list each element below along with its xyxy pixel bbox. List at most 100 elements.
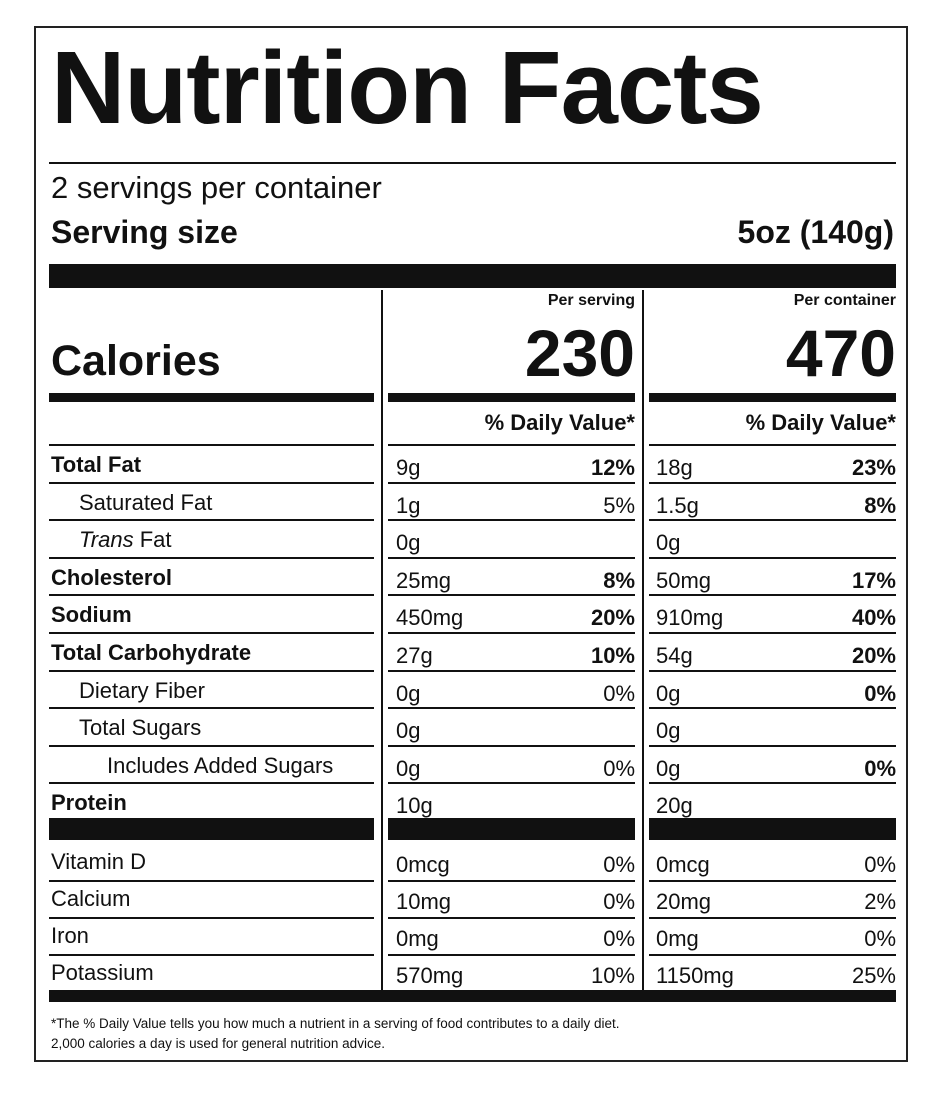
calories-bar-right bbox=[649, 393, 896, 402]
row-divider-right bbox=[649, 707, 896, 710]
serving-dv: 10% bbox=[590, 643, 635, 668]
vitamin-serving-dv: 0% bbox=[603, 852, 635, 877]
row-divider-left bbox=[49, 444, 374, 446]
row-divider-mid bbox=[388, 632, 635, 634]
vit-divider-mid bbox=[388, 917, 635, 919]
row-divider-right bbox=[649, 481, 896, 484]
column-divider-2 bbox=[642, 290, 644, 1002]
container-dv: 17% bbox=[851, 567, 896, 593]
nutrient-name: Dietary Fiber bbox=[79, 677, 205, 703]
row-divider-mid bbox=[388, 782, 635, 785]
nutrient-name: Total Carbohydrate bbox=[51, 640, 252, 665]
footnote-line-1: *The % Daily Value tells you how much a … bbox=[51, 1016, 620, 1031]
nutrient-name: Saturated Fat bbox=[79, 489, 213, 515]
row-divider-mid bbox=[388, 594, 635, 597]
vit-divider-left bbox=[49, 917, 374, 919]
nutrient-name: Cholesterol bbox=[51, 564, 173, 590]
row-divider-left bbox=[49, 519, 374, 522]
thick-divider-bottom bbox=[49, 990, 896, 1002]
serving-amount: 9g bbox=[396, 455, 421, 480]
calories-bar-mid bbox=[388, 393, 635, 402]
footnote: *The % Daily Value tells you how much a … bbox=[51, 1014, 896, 1054]
vitamin-name: Vitamin D bbox=[51, 849, 146, 874]
vitamin-serving-amount: 0mg bbox=[396, 926, 439, 951]
nutrient-name-italic: Trans bbox=[79, 527, 134, 553]
container-dv: 23% bbox=[851, 455, 896, 480]
serving-amount: 0g bbox=[396, 530, 421, 556]
vitamin-container-amount: 0mg bbox=[656, 926, 699, 951]
container-dv: 0% bbox=[864, 755, 896, 781]
serving-amount: 10g bbox=[396, 793, 433, 819]
vitamin-name: Calcium bbox=[51, 886, 131, 911]
container-amount: 18g bbox=[656, 455, 693, 480]
label-title: Nutrition Facts bbox=[51, 30, 764, 145]
vitamin-name: Potassium bbox=[51, 960, 154, 985]
row-divider-mid bbox=[388, 481, 635, 484]
serving-amount: 450mg bbox=[396, 605, 464, 631]
per-container-calories: 470 bbox=[785, 316, 896, 390]
container-amount: 20g bbox=[656, 793, 693, 819]
row-divider-mid bbox=[388, 707, 635, 710]
vitamin-container-dv: 0% bbox=[864, 852, 896, 877]
vitamins-bar-right bbox=[649, 818, 896, 840]
container-dv: 40% bbox=[851, 605, 896, 631]
vitamin-container-amount: 1150mg bbox=[656, 963, 734, 988]
vitamin-container-dv: 0% bbox=[864, 926, 896, 951]
serving-dv: 20% bbox=[590, 605, 635, 631]
serving-dv: 12% bbox=[590, 455, 635, 480]
container-dv: 8% bbox=[864, 492, 896, 518]
per-serving-header: Per serving bbox=[547, 292, 635, 309]
vitamin-serving-dv: 10% bbox=[590, 963, 635, 988]
container-dv: 0% bbox=[864, 680, 896, 706]
container-amount: 0g bbox=[656, 718, 681, 744]
container-dv: 20% bbox=[851, 643, 896, 668]
vitamins-bar-left bbox=[49, 818, 374, 840]
per-container-dv-header: % Daily Value* bbox=[745, 410, 896, 435]
vit-divider-mid bbox=[388, 954, 635, 956]
row-divider-mid bbox=[388, 444, 635, 446]
serving-dv: 5% bbox=[603, 492, 635, 518]
vitamin-container-amount: 0mcg bbox=[656, 852, 710, 877]
nutrient-name-suffix: Fat bbox=[133, 527, 172, 553]
calories-label: Calories bbox=[51, 337, 221, 385]
vitamin-container-amount: 20mg bbox=[656, 889, 712, 914]
container-amount: 54g bbox=[656, 643, 693, 668]
container-amount: 0g bbox=[656, 680, 681, 706]
vitamin-serving-amount: 10mg bbox=[396, 889, 452, 914]
row-divider-mid bbox=[388, 669, 635, 672]
serving-amount: 0g bbox=[396, 680, 421, 706]
vitamin-serving-dv: 0% bbox=[603, 926, 635, 951]
serving-size-label: Serving size bbox=[51, 214, 238, 250]
row-divider-right bbox=[649, 782, 896, 785]
vit-divider-right bbox=[649, 917, 896, 919]
vitamin-serving-dv: 0% bbox=[603, 889, 635, 914]
per-serving-dv-header: % Daily Value* bbox=[484, 410, 635, 435]
vitamin-container-dv: 25% bbox=[851, 963, 896, 988]
column-divider-1 bbox=[381, 290, 383, 1002]
serving-dv: 0% bbox=[603, 755, 635, 781]
nutrient-name: Protein bbox=[51, 790, 127, 816]
footnote-line-2: 2,000 calories a day is used for general… bbox=[51, 1036, 385, 1051]
row-divider-left bbox=[49, 556, 374, 559]
vitamin-container-dv: 2% bbox=[864, 889, 896, 914]
calories-bar-left bbox=[49, 393, 374, 402]
vit-divider-left bbox=[49, 880, 374, 882]
title-divider bbox=[49, 162, 896, 164]
vit-divider-right bbox=[649, 880, 896, 882]
nutrient-name: Total Sugars bbox=[79, 715, 202, 741]
serving-dv: 8% bbox=[603, 567, 635, 593]
row-divider-left bbox=[49, 782, 374, 785]
row-divider-left bbox=[49, 594, 374, 597]
vitamins-bar-mid bbox=[388, 818, 635, 840]
row-divider-right bbox=[649, 594, 896, 597]
row-divider-left bbox=[49, 707, 374, 710]
vit-divider-right bbox=[649, 954, 896, 956]
row-divider-mid bbox=[388, 556, 635, 559]
row-divider-mid bbox=[388, 519, 635, 522]
row-divider-right bbox=[649, 444, 896, 446]
servings-per-container: 2 servings per container bbox=[51, 170, 382, 205]
row-divider-mid bbox=[388, 744, 635, 747]
vitamin-serving-amount: 570mg bbox=[396, 963, 464, 988]
container-amount: 0g bbox=[656, 755, 681, 781]
row-divider-right bbox=[649, 519, 896, 522]
